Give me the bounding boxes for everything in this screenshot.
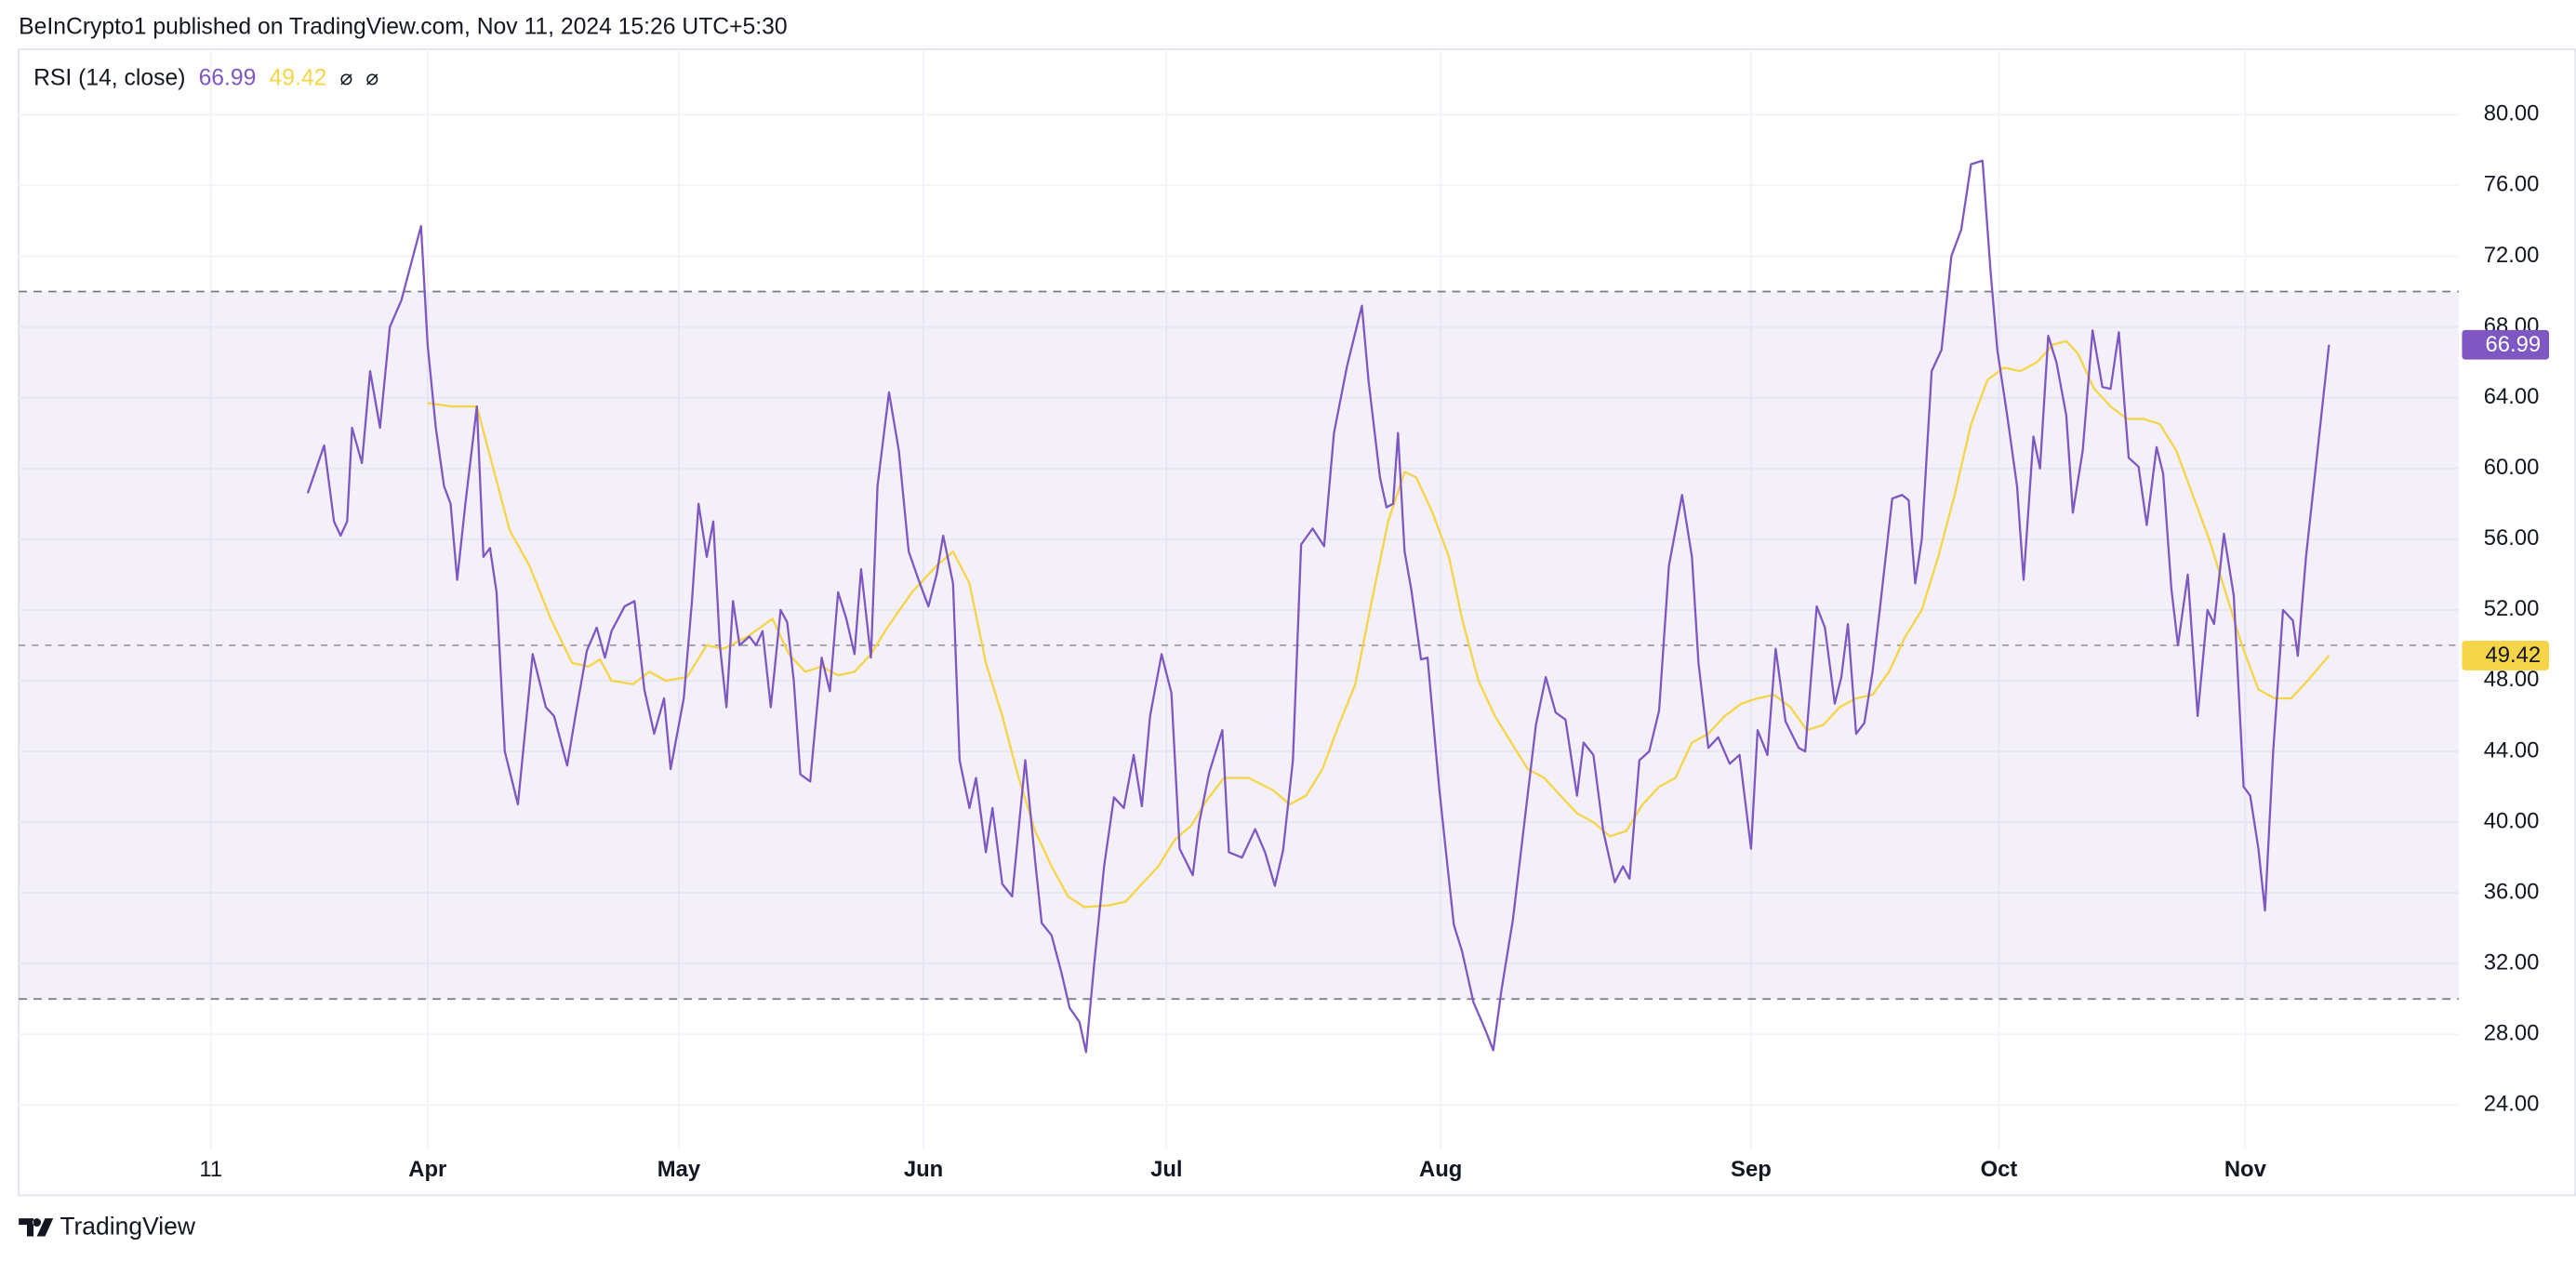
y-tick-label: 40.00 (2484, 808, 2540, 833)
x-tick-label: May (657, 1157, 701, 1182)
footer-logo: TradingView (19, 1213, 196, 1241)
y-tick-label: 60.00 (2484, 455, 2540, 480)
legend-value: 49.42 (270, 65, 327, 90)
legend-icon: ⌀ (339, 65, 352, 89)
y-tick-label: 80.00 (2484, 101, 2540, 126)
x-tick-label: Apr (408, 1157, 446, 1182)
y-tick-label: 52.00 (2484, 596, 2540, 621)
x-tick-label: Aug (1419, 1157, 1462, 1182)
series-line (306, 159, 2330, 1054)
x-tick-label: 11 (199, 1157, 222, 1182)
y-tick-label: 32.00 (2484, 950, 2540, 976)
logo-icon (19, 1218, 54, 1237)
y-tick-label: 36.00 (2484, 879, 2540, 904)
band-fill (19, 291, 2459, 1000)
y-tick-label: 64.00 (2484, 384, 2540, 409)
header: BeInCrypto1 published on TradingView.com… (19, 15, 787, 40)
footer-brand: TradingView (60, 1213, 196, 1241)
y-tick-label: 56.00 (2484, 525, 2540, 551)
y-tick-label: 48.00 (2484, 667, 2540, 692)
y-tick-label: 76.00 (2484, 172, 2540, 197)
x-tick-label: Sep (1731, 1157, 1772, 1182)
y-tick-label: 24.00 (2484, 1092, 2540, 1117)
legend-icon: ⌀ (365, 65, 378, 89)
price-badge (2462, 329, 2549, 360)
plot-area (19, 48, 2459, 1149)
x-tick-label: Oct (1981, 1157, 2018, 1182)
x-tick-label: Jul (1150, 1157, 1182, 1182)
price-badge (2462, 641, 2549, 670)
legend-title: RSI (14, close) (33, 65, 185, 90)
legend-value: 66.99 (199, 65, 257, 90)
price-badge-label: 66.99 (2486, 332, 2542, 357)
y-tick-label: 72.00 (2484, 243, 2540, 268)
x-tick-label: Nov (2224, 1157, 2267, 1182)
legend: RSI (14, close) 66.99 49.42 ⌀ ⌀ (33, 65, 378, 90)
x-tick-label: Jun (904, 1157, 943, 1182)
chart-frame (18, 48, 2576, 1197)
y-tick-label: 44.00 (2484, 737, 2540, 763)
y-tick-label: 28.00 (2484, 1021, 2540, 1046)
price-badge-label: 49.42 (2486, 643, 2542, 668)
series-line (427, 339, 2330, 909)
